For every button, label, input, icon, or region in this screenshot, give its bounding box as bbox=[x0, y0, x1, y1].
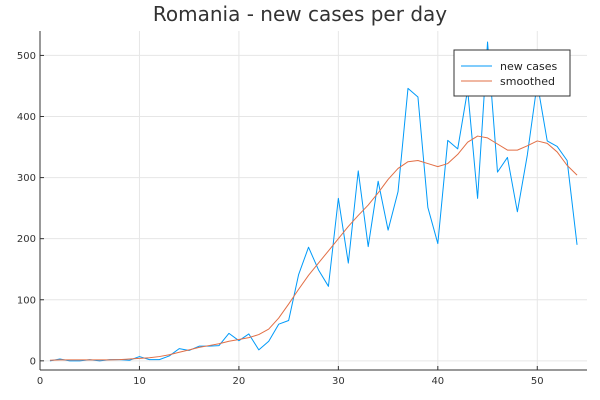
x-tick-label: 40 bbox=[431, 376, 444, 387]
y-tick-label: 200 bbox=[17, 234, 36, 245]
x-tick-label: 0 bbox=[37, 376, 43, 387]
legend-box bbox=[453, 49, 571, 97]
axes bbox=[39, 31, 587, 371]
series-line-smoothed bbox=[49, 135, 578, 361]
y-tick-label: 300 bbox=[17, 173, 36, 184]
legend-label-smoothed: smoothed bbox=[500, 75, 555, 88]
y-tick-label: 100 bbox=[17, 295, 36, 306]
y-tick-label: 400 bbox=[17, 112, 36, 123]
x-tick-label: 50 bbox=[531, 376, 544, 387]
y-tick-label: 0 bbox=[30, 356, 36, 367]
y-tick-label: 500 bbox=[17, 51, 36, 62]
legend: new cases smoothed bbox=[453, 49, 571, 97]
chart-title: Romania - new cases per day bbox=[152, 2, 448, 26]
legend-label-new-cases: new cases bbox=[500, 60, 558, 73]
x-tick-label: 30 bbox=[332, 376, 345, 387]
gridlines bbox=[39, 31, 587, 370]
x-tick-label: 20 bbox=[233, 376, 246, 387]
x-tick-label: 10 bbox=[133, 376, 146, 387]
